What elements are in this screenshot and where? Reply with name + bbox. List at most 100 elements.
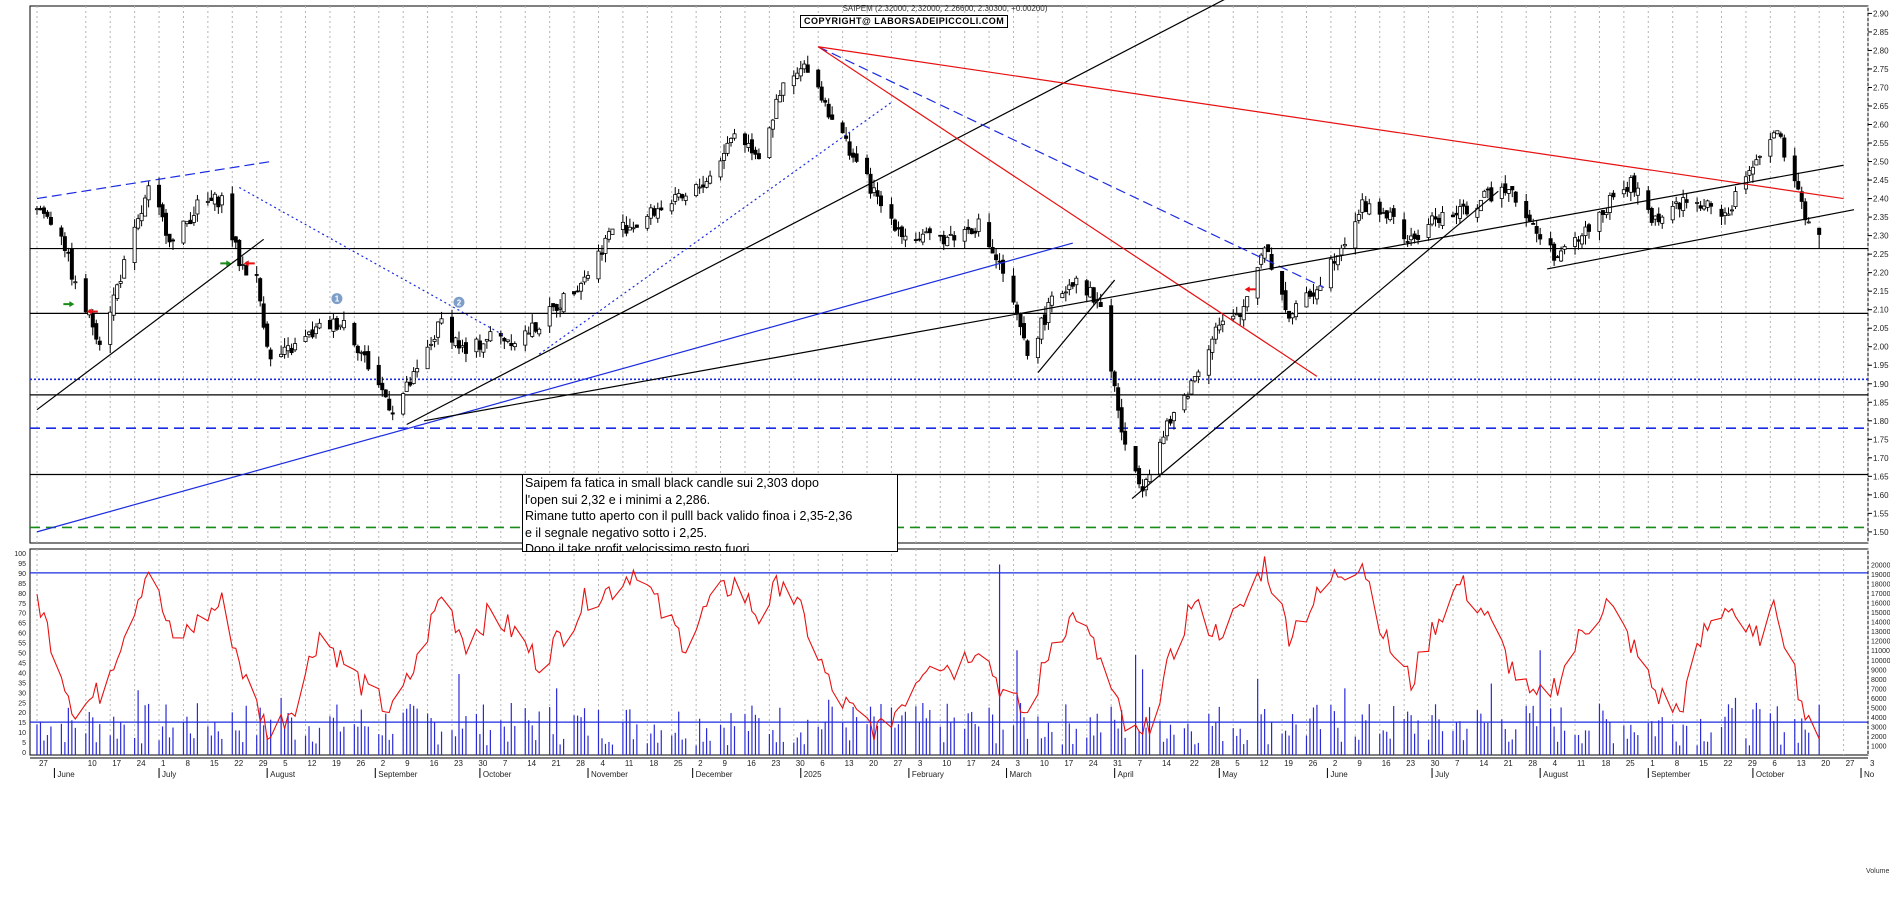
candle-body [219, 195, 224, 206]
candle-body [45, 211, 50, 217]
candle-body [1339, 247, 1344, 256]
candle-body [1649, 208, 1654, 223]
x-month-label: June [1330, 770, 1348, 779]
candle-body [1144, 479, 1149, 491]
x-tick-label: 28 [1211, 759, 1220, 768]
x-tick-label: 3 [918, 759, 923, 768]
candle-body [708, 175, 713, 184]
candle-body [749, 139, 754, 154]
grid-layer [29, 5, 1869, 756]
y-tick-label: 1.65 [1873, 472, 1889, 481]
candle-body [819, 86, 824, 101]
x-month-label: September [378, 770, 417, 779]
candle-body [1723, 212, 1728, 217]
candle-body [1768, 139, 1773, 157]
candle-body [802, 63, 807, 70]
candle-body [1217, 324, 1222, 331]
candle-body [976, 218, 981, 232]
candle-body [1482, 190, 1487, 198]
x-tick-label: 2 [1333, 759, 1338, 768]
candle-body [725, 142, 730, 154]
candle-body [669, 203, 674, 212]
x-month-label: November [591, 770, 628, 779]
candle-body [1283, 290, 1288, 311]
candle-body [244, 265, 249, 276]
candle-body [732, 133, 737, 139]
x-tick-label: 4 [1553, 759, 1558, 768]
x-tick-label: 23 [454, 759, 463, 768]
candle-body [537, 328, 542, 335]
candle-body [554, 304, 559, 311]
candle-body [1426, 224, 1431, 238]
candle-body [338, 324, 343, 328]
candle-body [41, 207, 46, 214]
osc-tick-label: 60 [18, 631, 26, 638]
x-tick-label: 1 [1650, 759, 1655, 768]
candle-body [533, 322, 538, 332]
candle-body [1021, 323, 1026, 339]
volume-tick-label: 10000 [1871, 658, 1890, 665]
signal-arrow-icon [63, 301, 75, 308]
x-month-label: December [696, 770, 733, 779]
candle-body [341, 320, 346, 329]
candle-body [729, 137, 734, 143]
x-tick-label: 21 [552, 759, 561, 768]
candle-body [1063, 291, 1068, 294]
y-tick-label: 2.70 [1873, 83, 1889, 92]
trendline [538, 101, 892, 355]
trendline [423, 164, 1844, 422]
candle-body [481, 343, 486, 353]
candle-body [1168, 418, 1173, 424]
candle-body [1503, 183, 1508, 194]
candle-body [1367, 203, 1372, 215]
osc-tick-label: 70 [18, 611, 26, 618]
y-tick-label: 2.75 [1873, 65, 1889, 74]
x-tick-label: 17 [1064, 759, 1073, 768]
candle-body [1042, 314, 1047, 325]
candle-body [1709, 203, 1714, 207]
y-tick-label: 2.85 [1873, 28, 1889, 37]
candle-body [1171, 412, 1176, 422]
candle-body [132, 226, 137, 263]
x-month-label: October [483, 770, 512, 779]
x-tick-label: 7 [1138, 759, 1143, 768]
candle-body [969, 228, 974, 235]
x-tick-label: 29 [1748, 759, 1757, 768]
candle-body [558, 307, 563, 310]
x-tick-label: 7 [1455, 759, 1460, 768]
candle-body [1119, 407, 1124, 433]
candle-body [505, 339, 510, 342]
candle-body [1440, 212, 1445, 226]
trendline [817, 46, 1325, 289]
candle-body [1586, 224, 1591, 232]
y-tick-label: 1.95 [1873, 361, 1889, 370]
candle-body [1015, 304, 1020, 314]
x-tick-label: 10 [88, 759, 97, 768]
candle-body [1255, 267, 1260, 299]
x-tick-label: 16 [1382, 759, 1391, 768]
candle-body [1548, 238, 1553, 246]
trendline [818, 46, 1844, 200]
candle-body [1437, 217, 1442, 223]
x-tick-label: 11 [1577, 759, 1586, 768]
candle-body [157, 184, 162, 208]
candle-body [1817, 227, 1822, 235]
candle-body [1485, 188, 1490, 191]
candle-body [878, 195, 883, 207]
candle-body [1060, 293, 1065, 299]
candle-body [1600, 210, 1605, 215]
candle-body [90, 313, 95, 328]
candle-body [34, 208, 39, 211]
x-tick-label: 27 [39, 759, 48, 768]
x-month-label: February [912, 770, 944, 779]
y-tick-label: 2.25 [1873, 250, 1889, 259]
candle-body [1388, 211, 1393, 221]
candle-body [415, 368, 420, 373]
volume-tick-label: 7000 [1871, 686, 1887, 693]
candle-body [1314, 289, 1319, 300]
candle-body [606, 231, 611, 240]
candle-body [463, 342, 468, 354]
osc-tick-label: 100 [14, 551, 26, 558]
candle-body [1049, 295, 1054, 306]
candle-body [1747, 170, 1752, 176]
